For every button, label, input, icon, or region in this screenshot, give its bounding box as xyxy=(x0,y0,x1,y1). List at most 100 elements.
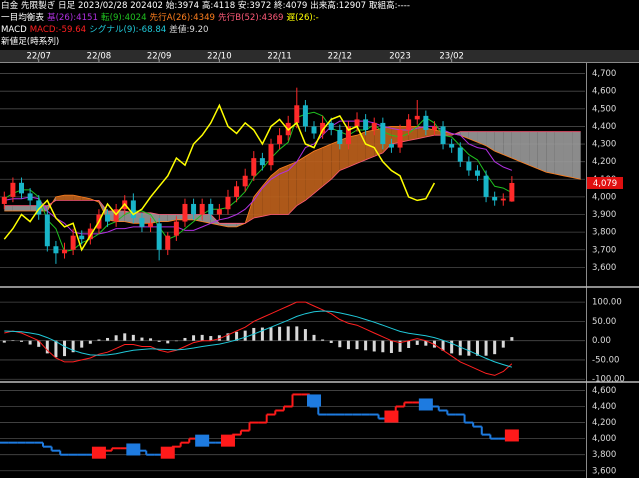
candle-body xyxy=(388,144,394,148)
histogram-bar xyxy=(174,340,178,342)
cloud xyxy=(572,131,581,180)
candle-body xyxy=(457,147,463,162)
y-tick-label: 4,600 xyxy=(592,386,616,396)
cloud xyxy=(314,147,323,194)
cloud xyxy=(167,214,177,222)
candle-body xyxy=(130,200,136,219)
x-tick-label: 22/08 xyxy=(87,52,112,62)
histogram-bar xyxy=(355,340,359,350)
candle-body xyxy=(27,193,33,201)
histogram-bar xyxy=(295,326,299,341)
candle-body xyxy=(165,235,171,250)
cloud xyxy=(279,165,289,215)
cloud xyxy=(73,195,82,201)
histogram-bar xyxy=(269,327,273,341)
cloud xyxy=(563,131,573,178)
candle-body xyxy=(1,196,7,204)
reversal-box xyxy=(126,443,141,456)
y-tick-label: 4,200 xyxy=(592,418,616,428)
y-tick-label: 3,700 xyxy=(592,245,616,255)
candle-body xyxy=(277,135,283,145)
legend-entry: 差値:9.20 xyxy=(169,25,209,35)
histogram-bar xyxy=(458,340,462,356)
histogram-bar xyxy=(321,339,325,341)
cloud xyxy=(262,175,271,217)
y-tick-label: 4,700 xyxy=(592,69,616,79)
candle-body xyxy=(173,221,179,236)
cloud xyxy=(537,131,547,173)
histogram-bar xyxy=(303,329,307,341)
candle-body xyxy=(225,196,231,210)
histogram-bar xyxy=(200,334,204,341)
histogram-bar xyxy=(286,326,290,341)
legend-entry: 遅(26):- xyxy=(286,13,319,23)
legend: 一目均衡表 基(26):4151 転(9):4024 先行A(26):4349 先行B(… xyxy=(1,12,637,24)
cloud xyxy=(503,131,512,159)
span-line xyxy=(4,131,581,224)
histogram-bar xyxy=(415,340,419,345)
histogram-bar xyxy=(45,340,49,354)
y-tick-label: 3,600 xyxy=(592,263,616,273)
cloud xyxy=(202,214,211,224)
histogram-bar xyxy=(2,340,6,343)
x-tick-label: 22/09 xyxy=(147,52,172,62)
y-tick-label: -100.00 xyxy=(592,375,625,385)
cloud xyxy=(529,131,538,169)
candle-body xyxy=(345,126,351,145)
cloud xyxy=(21,205,31,211)
x-tick-label: 23/02 xyxy=(439,52,464,62)
histogram-bar xyxy=(131,334,135,341)
y-tick-label: 4,400 xyxy=(592,122,616,132)
y-tick-label: 50.00 xyxy=(592,317,616,327)
cloud xyxy=(81,196,91,201)
histogram-bar xyxy=(123,333,127,341)
legend-entry: 先行A(26):4349 xyxy=(149,13,216,23)
reversal-box xyxy=(418,398,433,411)
candle-body xyxy=(466,161,472,171)
histogram-bar xyxy=(329,340,333,343)
cloud xyxy=(494,131,504,155)
candle-body xyxy=(474,170,480,176)
histogram-bar xyxy=(312,334,316,341)
histogram-bar xyxy=(183,337,187,341)
candle-body xyxy=(449,144,455,148)
y-tick-label: 3,800 xyxy=(592,228,616,238)
cloud xyxy=(227,223,237,227)
cloud xyxy=(520,131,530,166)
histogram-bar xyxy=(398,340,402,352)
histogram-bar xyxy=(389,340,393,354)
y-tick-label: 4,000 xyxy=(592,434,616,444)
histogram-bar xyxy=(226,333,230,341)
reversal-box xyxy=(307,394,322,407)
histogram-bar xyxy=(372,340,376,352)
candle-body xyxy=(371,122,377,130)
date-band xyxy=(0,50,639,62)
candle-body xyxy=(268,144,274,166)
candle-body xyxy=(216,209,222,215)
cloud xyxy=(159,214,168,222)
histogram-bar xyxy=(63,340,67,357)
y-tick-label: 4,400 xyxy=(592,402,616,412)
candle-body xyxy=(311,126,317,134)
candle-body xyxy=(380,122,386,145)
histogram-bar xyxy=(114,335,118,341)
legend-entry: 先行B(52):4369 xyxy=(218,13,284,23)
x-tick-label: 22/12 xyxy=(328,52,353,62)
histogram-bar xyxy=(28,340,32,345)
legend-entry: 転(9):4024 xyxy=(101,13,147,23)
candle-body xyxy=(500,198,506,201)
candle-body xyxy=(423,115,429,130)
histogram-bar xyxy=(278,326,282,341)
cloud xyxy=(486,131,495,152)
candle-body xyxy=(414,115,420,120)
candle-body xyxy=(483,175,489,197)
histogram-bar xyxy=(364,340,368,351)
candle-body xyxy=(251,158,257,176)
legend-title: MACD xyxy=(1,25,27,35)
histogram-bar xyxy=(88,340,92,344)
span-line xyxy=(4,126,581,228)
legend-entry: シグナル(9):-68.84 xyxy=(89,25,167,35)
candle-body xyxy=(259,158,265,166)
y-tick-label: 4,200 xyxy=(592,157,616,167)
reversal-box xyxy=(504,429,519,442)
